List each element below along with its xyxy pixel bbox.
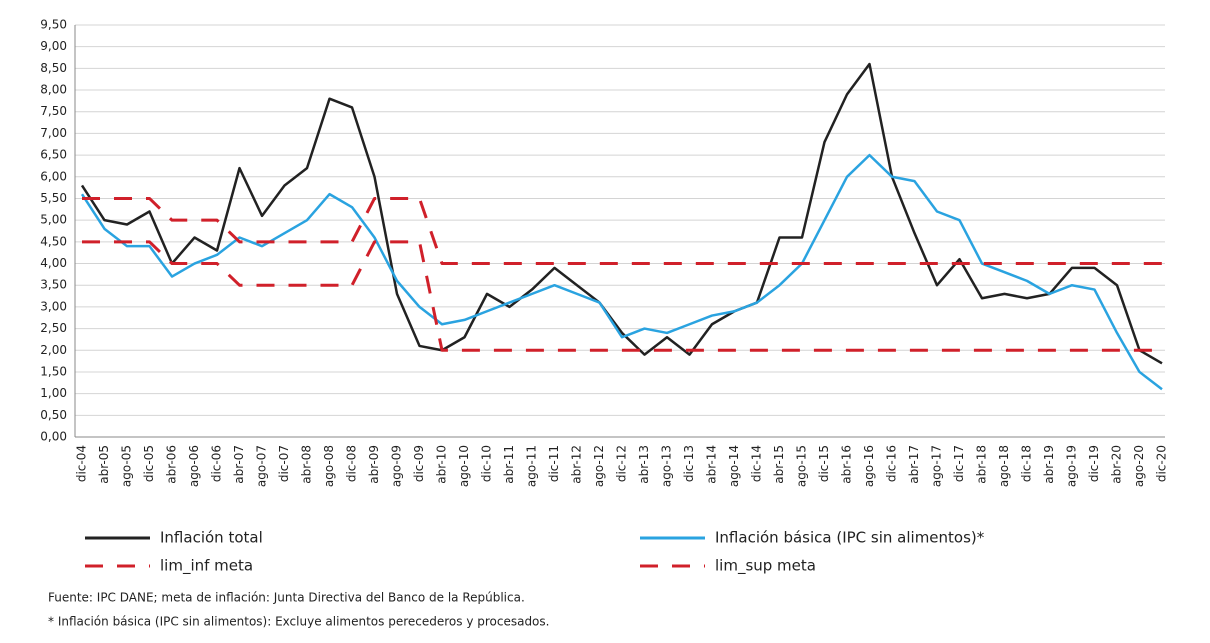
x-tick-label: dic-13 <box>682 445 696 482</box>
x-tick-label: abr-13 <box>637 445 651 484</box>
x-tick-label: ago-05 <box>120 445 134 487</box>
x-tick-label: ago-06 <box>187 445 201 487</box>
x-tick-label: abr-20 <box>1110 445 1124 484</box>
x-tick-label: ago-17 <box>930 445 944 487</box>
x-tick-label: ago-19 <box>1065 445 1079 487</box>
x-tick-label: dic-10 <box>480 445 494 482</box>
y-tick-label: 0,00 <box>40 430 67 444</box>
x-tick-label: dic-06 <box>210 445 224 482</box>
y-tick-label: 3,50 <box>40 278 67 292</box>
y-tick-label: 1,00 <box>40 386 67 400</box>
y-tick-label: 1,50 <box>40 364 67 378</box>
x-tick-label: dic-19 <box>1087 445 1101 482</box>
x-tick-label: abr-10 <box>435 445 449 484</box>
x-tick-label: abr-09 <box>367 445 381 484</box>
y-tick-label: 2,50 <box>40 321 67 335</box>
x-tick-label: dic-04 <box>75 445 89 482</box>
x-tick-label: abr-15 <box>772 445 786 484</box>
series-line <box>80 153 1163 391</box>
y-tick-label: 3,00 <box>40 299 67 313</box>
x-tick-label: dic-14 <box>750 445 764 482</box>
x-tick-label: dic-16 <box>885 445 899 482</box>
x-tick-label: abr-17 <box>907 445 921 484</box>
y-tick-label: 5,00 <box>40 213 67 227</box>
y-tick-label: 0,50 <box>40 408 67 422</box>
legend-label: lim_inf meta <box>160 557 253 576</box>
x-tick-label: abr-12 <box>570 445 584 484</box>
y-tick-label: 4,50 <box>40 234 67 248</box>
x-tick-label: ago-10 <box>457 445 471 487</box>
x-tick-label: abr-06 <box>165 445 179 484</box>
target-line <box>82 240 1162 352</box>
x-tick-label: ago-13 <box>660 445 674 487</box>
x-tick-label: abr-08 <box>300 445 314 484</box>
x-tick-label: dic-12 <box>615 445 629 482</box>
y-tick-label: 7,00 <box>40 126 67 140</box>
x-tick-label: abr-16 <box>840 445 854 484</box>
x-tick-label: dic-08 <box>345 445 359 482</box>
target-line <box>82 196 1162 266</box>
y-tick-label: 5,50 <box>40 191 67 205</box>
x-tick-label: abr-11 <box>502 445 516 484</box>
x-tick-label: ago-15 <box>795 445 809 487</box>
x-tick-label: ago-09 <box>390 445 404 487</box>
x-tick-label: ago-16 <box>862 445 876 487</box>
x-tick-label: dic-15 <box>817 445 831 482</box>
x-tick-label: abr-19 <box>1042 445 1056 484</box>
x-tick-label: ago-11 <box>525 445 539 487</box>
x-tick-label: dic-09 <box>412 445 426 482</box>
x-tick-label: dic-07 <box>277 445 291 482</box>
y-tick-label: 4,00 <box>40 256 67 270</box>
x-tick-label: abr-05 <box>97 445 111 484</box>
x-tick-label: dic-17 <box>952 445 966 482</box>
source-note: Fuente: IPC DANE; meta de inflación: Jun… <box>48 591 525 605</box>
x-tick-label: dic-18 <box>1020 445 1034 482</box>
x-tick-label: abr-14 <box>705 445 719 484</box>
x-tick-label: ago-08 <box>322 445 336 487</box>
y-tick-label: 8,00 <box>40 83 67 97</box>
x-tick-label: dic-05 <box>142 445 156 482</box>
y-tick-label: 2,00 <box>40 343 67 357</box>
series-line <box>80 62 1163 365</box>
legend-label: Inflación total <box>160 529 263 547</box>
x-tick-label: ago-07 <box>255 445 269 487</box>
y-tick-label: 9,50 <box>40 18 67 32</box>
x-tick-label: dic-20 <box>1155 445 1169 482</box>
x-tick-label: abr-18 <box>975 445 989 484</box>
x-tick-label: dic-11 <box>547 445 561 482</box>
legend-label: lim_sup meta <box>715 557 816 576</box>
footnote: * Inflación básica (IPC sin alimentos): … <box>48 615 549 629</box>
y-tick-label: 7,50 <box>40 104 67 118</box>
x-tick-label: abr-07 <box>232 445 246 484</box>
x-tick-label: ago-18 <box>997 445 1011 487</box>
y-tick-label: 6,50 <box>40 148 67 162</box>
y-tick-label: 6,00 <box>40 169 67 183</box>
y-tick-label: 9,00 <box>40 39 67 53</box>
x-tick-label: ago-20 <box>1132 445 1146 487</box>
x-tick-label: ago-12 <box>592 445 606 487</box>
y-tick-label: 8,50 <box>40 61 67 75</box>
x-tick-label: ago-14 <box>727 445 741 487</box>
legend-label: Inflación básica (IPC sin alimentos)* <box>715 529 985 547</box>
